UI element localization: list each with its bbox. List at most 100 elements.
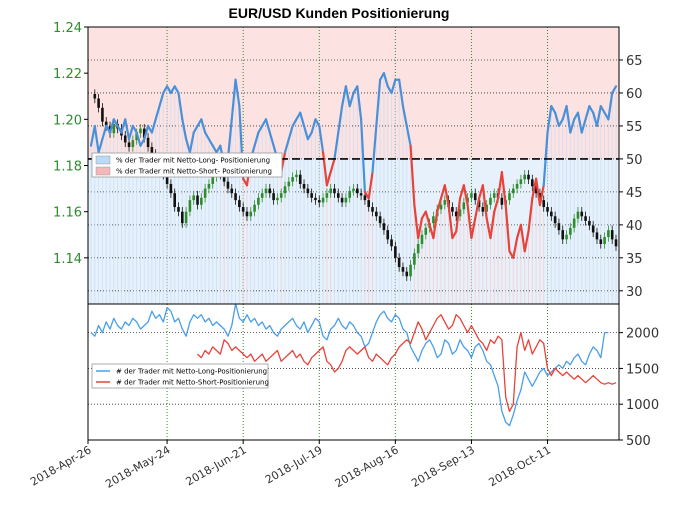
percent-segment — [512, 236, 519, 259]
candle-body — [485, 204, 488, 212]
candle-body — [139, 128, 142, 134]
percent-segment — [489, 210, 496, 240]
percent-segment — [496, 170, 503, 200]
candle-body — [546, 207, 549, 212]
candle-body — [386, 230, 390, 240]
right-tick-label: 55 — [626, 120, 643, 135]
candle-body — [394, 246, 397, 258]
percent-segment — [371, 124, 378, 174]
candle-body — [569, 227, 572, 235]
percent-segment — [230, 78, 237, 121]
percent-segment — [291, 118, 298, 128]
x-tick-label: 2018-Oct-11 — [487, 443, 553, 489]
candle-body — [542, 200, 546, 208]
percent-segment — [557, 118, 564, 128]
candle-body — [363, 195, 367, 201]
candle-body — [272, 193, 275, 201]
trader-count-line — [90, 303, 609, 427]
candle-body — [253, 204, 256, 212]
percent-segment — [139, 138, 146, 147]
candle-body — [397, 257, 401, 268]
candle-body — [150, 147, 154, 154]
right-tick-label: 2000 — [626, 327, 659, 342]
candle-body — [500, 197, 504, 205]
x-axis-ticks: 2018-Apr-26 2018-May-24 2018-Jun-21 2018-Ju… — [28, 440, 553, 491]
candle-body — [127, 142, 131, 148]
percent-segment — [204, 131, 211, 141]
candle-body — [580, 211, 584, 217]
x-tick-label: 2018-May-24 — [103, 443, 172, 491]
candle-body — [614, 239, 618, 247]
candle-body — [192, 195, 196, 201]
candle-body — [203, 188, 207, 198]
percent-segment — [398, 78, 405, 108]
percent-segment — [333, 131, 340, 161]
candle-body — [302, 183, 306, 189]
candle-body — [291, 177, 294, 182]
candle-body — [333, 188, 336, 194]
candle-body — [222, 174, 226, 182]
percent-segment — [93, 124, 100, 154]
candle-body — [511, 188, 515, 194]
percent-segment — [318, 124, 325, 154]
percent-segment — [177, 91, 184, 121]
percent-segment — [310, 118, 317, 134]
percent-segment — [546, 105, 553, 134]
percent-segment — [131, 124, 138, 134]
percent-segment — [595, 105, 602, 128]
candle-body — [329, 188, 332, 194]
percent-segment — [200, 118, 207, 134]
percent-segment — [340, 85, 347, 108]
candle-body — [595, 232, 599, 240]
candle-body — [264, 188, 268, 194]
candle-body — [492, 193, 496, 198]
percent-segment — [500, 170, 507, 207]
percent-segment — [192, 124, 199, 134]
candle-body — [340, 197, 344, 203]
candle-body — [553, 216, 557, 224]
left-axis-ticks: 1.14 1.16 1.18 1.20 1.22 1.24 — [53, 21, 88, 267]
candle-body — [234, 193, 237, 201]
candle-body — [561, 230, 565, 240]
percent-segment — [504, 203, 511, 253]
percent-segment — [523, 230, 530, 253]
upper-legend: % der Trader mit Netto-Long- Positionier… — [91, 152, 283, 178]
candle-body — [416, 243, 420, 254]
candle-body — [325, 193, 329, 198]
candle-body — [565, 234, 568, 240]
percent-segment — [154, 105, 161, 121]
candle-body — [458, 209, 462, 217]
candle-body — [409, 264, 412, 277]
percent-segment — [588, 105, 595, 114]
percent-segment — [158, 91, 165, 108]
candle-body — [112, 123, 116, 134]
candle-body — [245, 211, 249, 217]
candle-body — [538, 193, 542, 201]
left-tick-label: 1.20 — [53, 113, 82, 128]
percent-segment — [302, 124, 309, 141]
candle-body — [572, 218, 576, 228]
candle-body — [519, 179, 523, 184]
candle-body — [314, 197, 317, 201]
candle-body — [413, 253, 416, 265]
candle-body — [97, 98, 100, 108]
candle-body — [249, 211, 253, 217]
candle-body — [101, 107, 104, 122]
percent-segment — [424, 210, 431, 226]
percent-segment — [470, 217, 477, 240]
candle-body — [378, 216, 382, 224]
x-tick-label: 2018-Jul-19 — [263, 443, 325, 486]
net-long-percent-line — [89, 72, 618, 259]
x-tick-label: 2018-Sep-13 — [409, 443, 477, 490]
candle-body — [226, 181, 230, 189]
candle-body — [523, 174, 526, 180]
upper-panel: 1.14 1.16 1.18 1.20 1.22 1.24 30 35 40 45 50 55 60 6… — [53, 21, 643, 305]
candle-body — [588, 220, 591, 226]
candle-body — [473, 193, 477, 201]
candle-body — [352, 188, 355, 191]
percent-segment — [527, 197, 534, 233]
candle-body — [515, 183, 519, 189]
right-tick-label: 35 — [626, 252, 643, 267]
percent-segment — [321, 151, 328, 187]
candle-body — [181, 211, 184, 224]
